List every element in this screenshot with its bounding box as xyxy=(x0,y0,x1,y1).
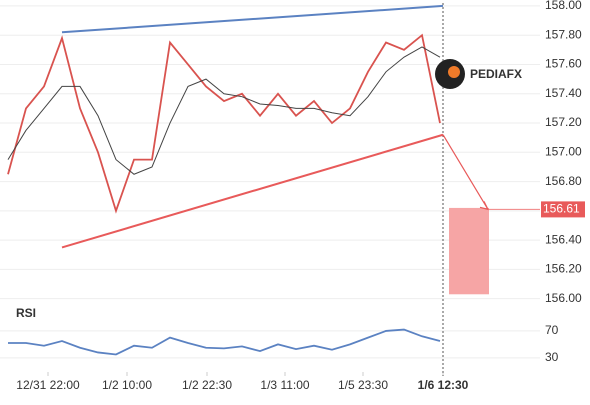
trend-line xyxy=(61,4,444,34)
target-label: 156.61 xyxy=(543,202,580,216)
target-zone xyxy=(449,207,489,295)
y-tick-label: 158.00 xyxy=(545,0,582,12)
y-tick-label: 157.60 xyxy=(545,57,582,71)
series-line xyxy=(8,328,441,356)
x-tick-label: 12/31 22:00 xyxy=(16,378,80,392)
y-tick-label: 30 xyxy=(545,350,559,364)
y-tick-label: 156.20 xyxy=(545,262,582,276)
y-tick-label: 156.00 xyxy=(545,291,582,305)
y-tick-label: 157.20 xyxy=(545,115,582,129)
target-label-bg xyxy=(541,201,585,218)
x-tick-label: 1/5 23:30 xyxy=(338,378,388,392)
x-tick-label: 1/6 12:30 xyxy=(418,378,469,392)
x-tick-label: 1/2 10:00 xyxy=(102,378,152,392)
y-tick-label: 156.80 xyxy=(545,174,582,188)
series-line xyxy=(7,33,441,214)
y-tick-label: 157.80 xyxy=(545,27,582,41)
y-tick-label: 156.40 xyxy=(545,232,582,246)
rsi-title: RSI xyxy=(16,306,36,320)
series-line xyxy=(7,46,441,175)
y-tick-label: 157.00 xyxy=(545,144,582,158)
y-tick-label: 157.40 xyxy=(545,86,582,100)
x-tick-label: 1/2 22:30 xyxy=(182,378,232,392)
logo-dot xyxy=(448,66,460,78)
logo: PEDIAFX xyxy=(470,67,522,81)
trend-line xyxy=(61,133,444,249)
y-tick-label: 70 xyxy=(545,323,559,337)
arrow xyxy=(442,134,490,211)
x-tick-label: 1/3 11:00 xyxy=(260,378,309,392)
